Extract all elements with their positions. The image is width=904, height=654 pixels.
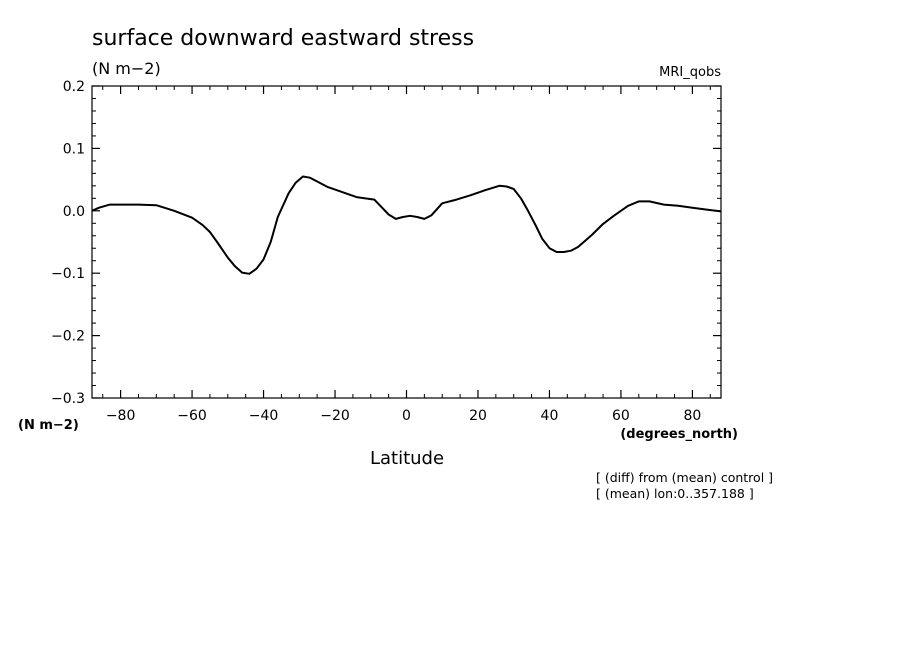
note-diff: [ (diff) from (mean) control ]	[596, 470, 773, 485]
x-axis-label: Latitude	[370, 448, 444, 469]
x-tick-label: −20	[320, 408, 350, 424]
series-line	[91, 175, 722, 275]
y-tick-label: 0.2	[63, 79, 85, 95]
x-tick-label: −80	[106, 408, 136, 424]
x-tick-label: 0	[402, 408, 411, 424]
series-layer	[91, 175, 722, 275]
y-tick-label: 0.1	[63, 141, 85, 157]
plot-axes: −80 −60 −40 −20 0 20 40 60 80 0.2 0.1 0.0 −0.1 −0.2 −0…	[51, 79, 721, 424]
units-label: (N m−2)	[92, 59, 161, 78]
x-tick-label: 60	[612, 408, 630, 424]
plot-frame	[91, 85, 722, 399]
model-label: MRI_qobs	[659, 65, 721, 80]
x-tick-label: −40	[249, 408, 279, 424]
x-tick-label: 80	[683, 408, 701, 424]
chart-title: surface downward eastward stress	[92, 26, 474, 51]
y-tick-label: 0.0	[63, 204, 85, 220]
note-mean: [ (mean) lon:0..357.188 ]	[596, 486, 754, 501]
x-tick-label: 20	[469, 408, 487, 424]
x-tick-label: −60	[177, 408, 207, 424]
y-tick-label: −0.2	[51, 329, 85, 345]
x-axis-units-label: (degrees_north)	[620, 427, 738, 442]
y-tick-label: −0.3	[51, 391, 85, 407]
y-axis-units-label: (N m−2)	[18, 418, 79, 433]
y-tick-label: −0.1	[51, 266, 85, 282]
x-tick-label: 40	[541, 408, 559, 424]
